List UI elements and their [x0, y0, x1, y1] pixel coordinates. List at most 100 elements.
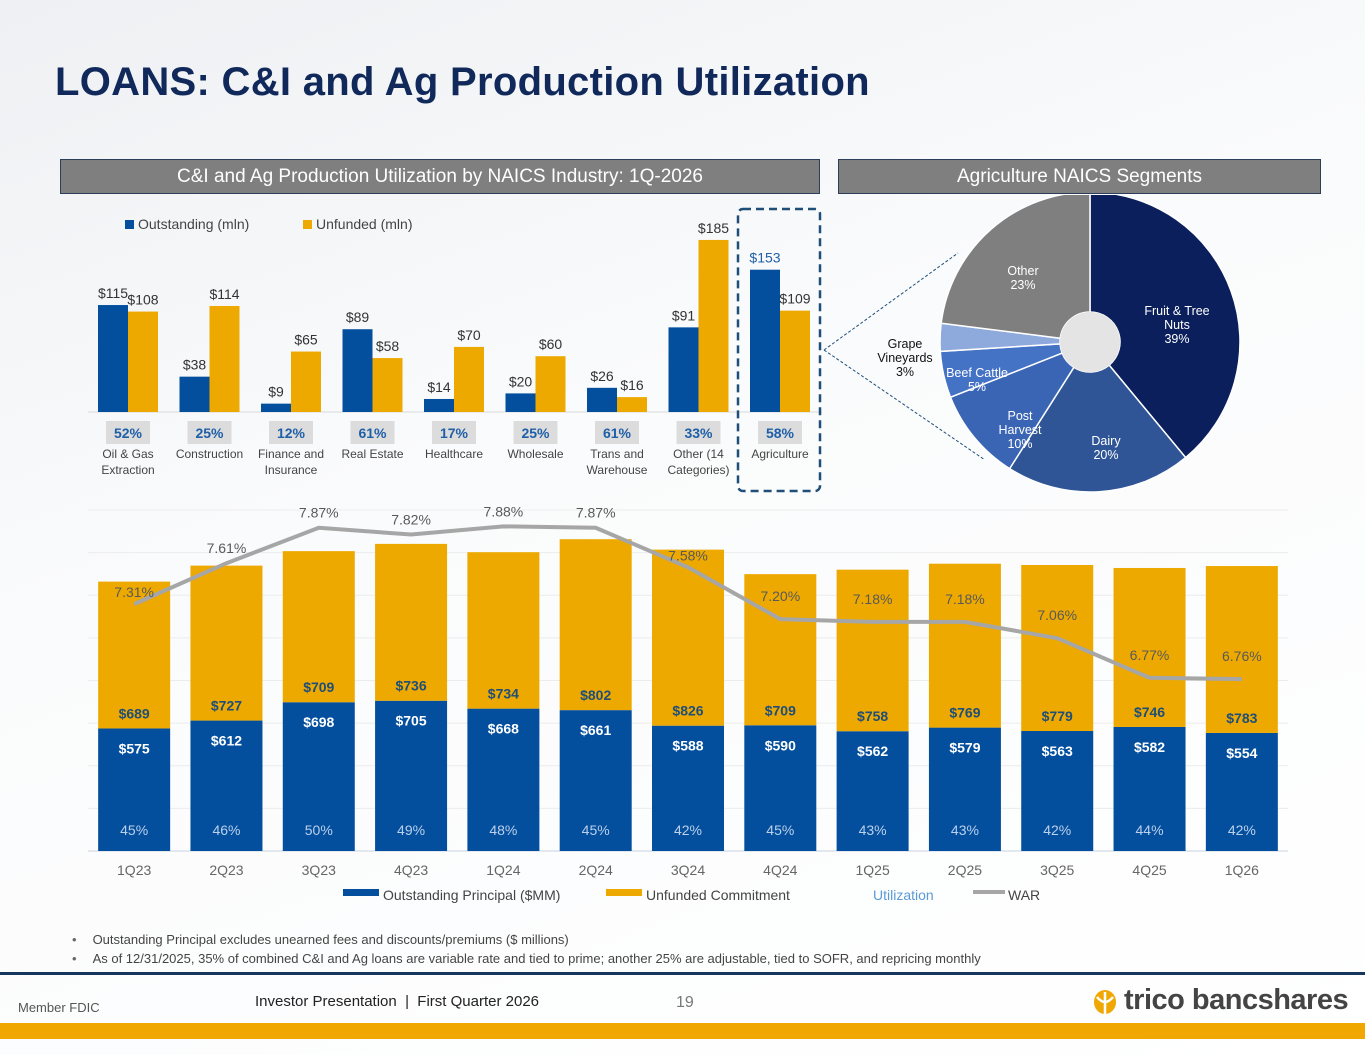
utilization-box	[269, 421, 313, 444]
unfunded-value-label: $802	[580, 687, 611, 703]
bar-value-label: $58	[376, 338, 400, 354]
category-label: Construction	[176, 447, 243, 461]
unfunded-bar	[1113, 567, 1186, 727]
utilization-label: 46%	[212, 822, 240, 838]
pie-slice-percent: 23%	[1010, 278, 1035, 292]
utilization-box	[513, 421, 558, 444]
unfunded-value-label: $783	[1226, 710, 1257, 726]
outstanding-value-label: $582	[1134, 739, 1165, 755]
bar-value-label: $108	[127, 292, 158, 308]
unfunded-bar	[617, 397, 647, 412]
bar-value-label: $26	[590, 368, 614, 384]
category-label: Warehouse	[587, 463, 648, 477]
unfunded-value-label: $746	[1134, 704, 1165, 720]
utilization-box	[350, 421, 395, 444]
logo-text: trico bancshares	[1124, 984, 1349, 1016]
category-label: 1Q26	[1225, 862, 1259, 878]
war-label: 7.06%	[1037, 607, 1077, 623]
bar-chart-header: C&I and Ag Production Utilization by NAI…	[60, 159, 820, 194]
outstanding-value-label: $579	[949, 740, 980, 756]
utilization-label: 25%	[195, 425, 224, 441]
unfunded-value-label: $734	[488, 686, 519, 702]
outstanding-value-label: $705	[395, 713, 426, 729]
outstanding-bar	[375, 700, 448, 851]
war-label: 7.58%	[668, 547, 708, 563]
legend-swatch-outstanding	[125, 220, 134, 229]
legend-swatch	[606, 889, 642, 896]
outstanding-value-label: $661	[580, 722, 611, 738]
pie-slice-label: Grape	[888, 337, 923, 351]
outstanding-bar	[836, 731, 909, 851]
bar-value-label: $153	[749, 250, 780, 266]
legend-label: WAR	[1008, 887, 1040, 903]
outstanding-bar	[744, 725, 817, 851]
outstanding-bar	[424, 398, 454, 412]
outstanding-value-label: $562	[857, 743, 888, 759]
unfunded-bar	[375, 543, 448, 701]
utilization-label: 58%	[766, 425, 795, 441]
utilization-label: 44%	[1136, 822, 1164, 838]
outstanding-bar	[928, 727, 1001, 851]
pie-slice-percent: 39%	[1164, 332, 1189, 346]
callout-line	[823, 252, 959, 351]
outstanding-bar	[179, 376, 210, 412]
utilization-label: 49%	[397, 822, 425, 838]
utilization-label: 25%	[521, 425, 550, 441]
bar-value-label: $91	[672, 307, 696, 323]
unfunded-bar	[282, 551, 355, 703]
pie-slice-percent: 20%	[1093, 448, 1118, 462]
outstanding-bar	[587, 387, 617, 412]
outstanding-bar	[282, 702, 355, 851]
outstanding-bar	[261, 403, 291, 412]
utilization-label: 61%	[358, 425, 387, 441]
unfunded-value-label: $709	[765, 702, 796, 718]
pie-slice-percent: 10%	[1007, 437, 1032, 451]
unfunded-bar	[1205, 566, 1278, 733]
member-fdic: Member FDIC	[18, 1000, 100, 1015]
pie-slice-label: Nuts	[1164, 318, 1190, 332]
war-label: 7.18%	[853, 591, 893, 607]
page-title: LOANS: C&I and Ag Production Utilization	[55, 60, 870, 104]
category-label: 1Q25	[855, 862, 889, 878]
bar-value-label: $65	[294, 332, 318, 348]
logo-icon	[1094, 989, 1116, 1014]
bar-value-label: $115	[98, 285, 128, 301]
utilization-box	[432, 421, 476, 444]
bar-value-label: $70	[457, 327, 481, 343]
bar-value-label: $16	[620, 377, 644, 393]
outstanding-bar	[668, 327, 699, 412]
pie-chart-header: Agriculture NAICS Segments	[838, 159, 1321, 194]
unfunded-bar	[128, 311, 158, 412]
category-label: 4Q25	[1132, 862, 1166, 878]
outstanding-value-label: $563	[1042, 743, 1073, 759]
utilization-label: 12%	[277, 425, 306, 441]
unfunded-bar	[928, 563, 1001, 728]
war-line	[133, 524, 1242, 682]
bar-value-label: $185	[698, 220, 729, 236]
unfunded-bar	[652, 549, 724, 726]
utilization-label: 43%	[859, 822, 887, 838]
unfunded-bar	[209, 305, 240, 412]
war-label: 7.18%	[945, 591, 985, 607]
unfunded-value-label: $689	[119, 705, 150, 721]
utilization-box	[187, 421, 232, 444]
utilization-label: 43%	[951, 822, 979, 838]
outstanding-value-label: $590	[765, 737, 796, 753]
unfunded-bar	[467, 552, 540, 709]
unfunded-bar	[454, 346, 484, 412]
unfunded-value-label: $826	[672, 703, 703, 719]
outstanding-bar	[342, 329, 373, 412]
pie-slice-percent: 5%	[968, 380, 986, 394]
unfunded-value-label: $769	[949, 705, 980, 721]
utilization-label: 17%	[440, 425, 469, 441]
category-label: 2Q25	[948, 862, 982, 878]
pie-slice-percent: 3%	[896, 365, 914, 379]
bar-value-label: $60	[539, 336, 563, 352]
agriculture-highlight-box	[736, 207, 822, 493]
bar-value-label: $20	[509, 373, 533, 389]
outstanding-bar	[98, 305, 128, 412]
presentation-label: Investor Presentation | First Quarter 20…	[255, 993, 540, 1010]
legend-swatch-unfunded	[303, 220, 312, 229]
unfunded-bar	[780, 310, 810, 412]
footnotes: Outstanding Principal excludes unearned …	[72, 930, 981, 968]
